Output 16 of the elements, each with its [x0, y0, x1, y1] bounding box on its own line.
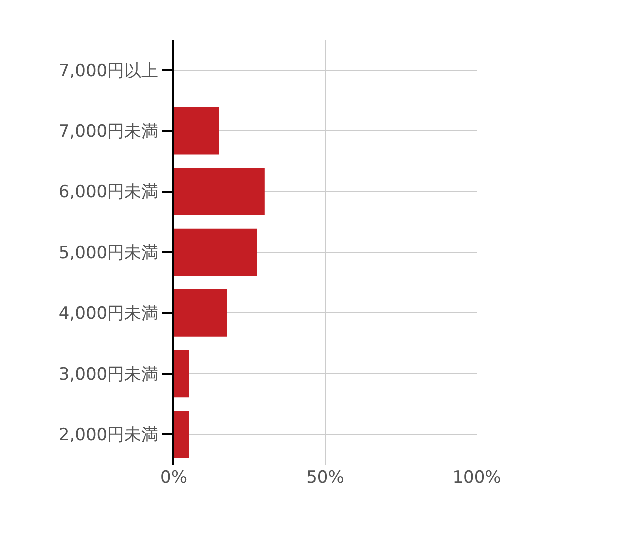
bar — [174, 107, 220, 155]
x-tick-label: 100% — [452, 468, 502, 488]
y-tick-label: 6,000円未満 — [58, 182, 159, 203]
y-tick-label: 5,000円未満 — [58, 243, 159, 264]
y-tick-label: 4,000円未満 — [58, 304, 159, 324]
y-tick-label: 7,000円以上 — [58, 61, 159, 82]
bar — [174, 168, 265, 216]
bar — [174, 290, 228, 337]
bar — [174, 228, 258, 276]
x-tick-label: 50% — [306, 468, 344, 488]
x-tick-label: 0% — [160, 468, 188, 488]
y-tick-label: 3,000円未満 — [58, 364, 159, 385]
bar — [174, 350, 190, 398]
y-tick-label: 2,000円未満 — [58, 426, 159, 446]
bar — [174, 410, 190, 458]
y-tick-label: 7,000円未満 — [58, 122, 159, 142]
